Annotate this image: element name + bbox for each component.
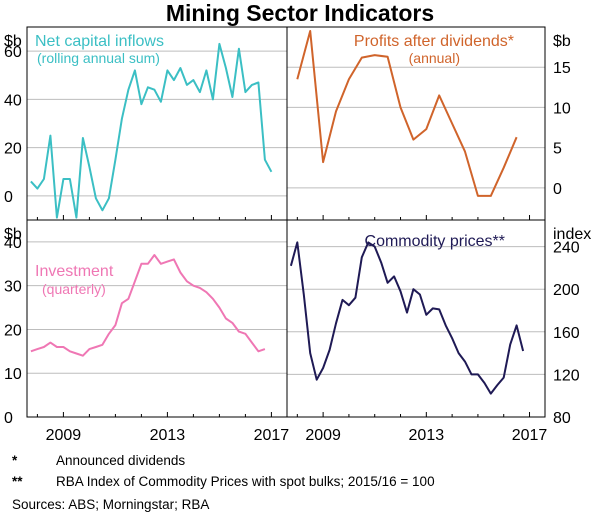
top-left-series-title: Net capital inflows (35, 33, 164, 50)
bottom-right-series-title: Commodity prices** (365, 233, 505, 250)
bottom-right-ytick-label-120: 120 (553, 367, 580, 384)
top-left-ytick-label-0: 0 (4, 189, 13, 206)
bottom-left-xtick-label-2013: 2013 (150, 427, 186, 444)
top-left-ytick-label-60: 60 (4, 44, 22, 61)
top-right-series-title: Profits after dividends* (354, 33, 514, 50)
top-left-unit-label: $b (4, 33, 22, 50)
top-right-unit-label: $b (553, 33, 571, 50)
bottom-left-xtick-label-2009: 2009 (46, 427, 82, 444)
bottom-right-ytick-label-80: 80 (553, 410, 571, 427)
footnote-1: * Announced dividends (12, 452, 435, 470)
top-right-series-line (296, 30, 518, 197)
bottom-left-ytick-label-20: 20 (4, 322, 22, 339)
top-left-series-subtitle: (rolling annual sum) (37, 50, 160, 66)
top-left-ytick-label-20: 20 (4, 141, 22, 158)
top-right-ytick-label-15: 15 (553, 60, 571, 77)
bottom-left-ytick-label-0: 0 (4, 410, 13, 427)
bottom-right-unit-label: index (553, 226, 591, 243)
top-right-ytick-label-5: 5 (553, 141, 562, 158)
bottom-left-xtick-label-2017: 2017 (254, 427, 290, 444)
bottom-left-series-title: Investment (35, 263, 114, 280)
footnote-2-text: RBA Index of Commodity Prices with spot … (56, 474, 435, 489)
bottom-left-ytick-label-30: 30 (4, 279, 22, 296)
top-right-ytick-label-0: 0 (553, 181, 562, 198)
top-left-ytick-label-40: 40 (4, 92, 22, 109)
footnote-1-mark: * (12, 453, 18, 468)
top-right-series-subtitle: (annual) (409, 50, 460, 66)
bottom-right-xtick-label-2017: 2017 (512, 427, 548, 444)
chart-frame (26, 26, 546, 418)
top-right-ytick-label-10: 10 (553, 100, 571, 117)
footnote-1-text: Announced dividends (56, 453, 186, 468)
footnote-2: ** RBA Index of Commodity Prices with sp… (12, 473, 435, 491)
chart-title: Mining Sector Indicators (165, 0, 435, 26)
sources-note: Sources: ABS; Morningstar; RBA (12, 497, 210, 512)
bottom-left-series-subtitle: (quarterly) (42, 281, 106, 297)
bottom-right-xtick-label-2013: 2013 (409, 427, 445, 444)
bottom-right-xtick-label-2009: 2009 (305, 427, 341, 444)
bottom-left-ytick-label-10: 10 (4, 366, 22, 383)
footnotes: * Announced dividends ** RBA Index of Co… (12, 452, 435, 514)
bottom-right-ytick-label-160: 160 (553, 325, 580, 342)
bottom-left-unit-label: $b (4, 226, 22, 243)
bottom-right-ytick-label-200: 200 (553, 282, 580, 299)
bottom-right-ytick-label-240: 240 (553, 240, 580, 257)
top-left-series-line (30, 42, 273, 219)
footnote-2-mark: ** (12, 474, 23, 489)
bottom-right-series-line (289, 241, 525, 395)
bottom-left-ytick-label-40: 40 (4, 235, 22, 252)
